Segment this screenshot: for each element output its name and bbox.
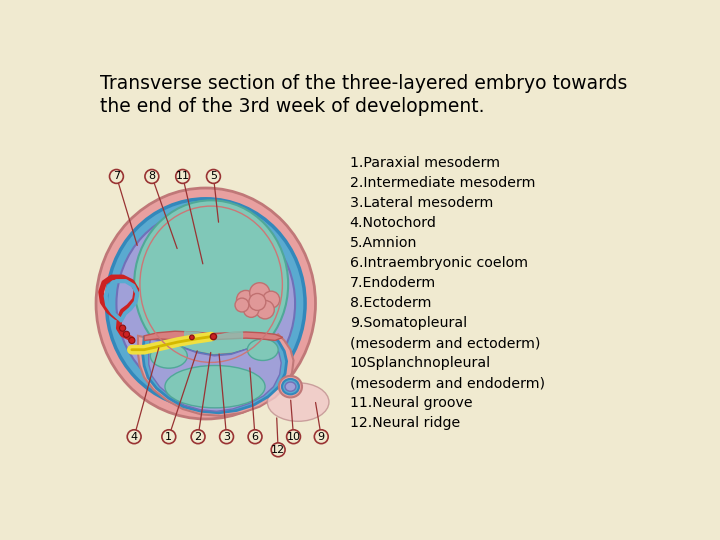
Circle shape bbox=[123, 331, 130, 338]
Circle shape bbox=[162, 430, 176, 444]
Ellipse shape bbox=[96, 188, 315, 419]
Text: 5: 5 bbox=[210, 172, 217, 181]
Circle shape bbox=[315, 430, 328, 444]
Circle shape bbox=[189, 335, 194, 340]
Circle shape bbox=[235, 298, 249, 312]
Ellipse shape bbox=[285, 382, 296, 392]
Ellipse shape bbox=[117, 209, 295, 398]
Polygon shape bbox=[138, 334, 294, 416]
Text: 6: 6 bbox=[251, 431, 258, 442]
Text: Transverse section of the three-layered embryo towards: Transverse section of the three-layered … bbox=[99, 74, 627, 93]
Circle shape bbox=[129, 338, 135, 343]
Circle shape bbox=[220, 430, 233, 444]
Polygon shape bbox=[149, 338, 282, 411]
Circle shape bbox=[120, 325, 126, 331]
Text: 10: 10 bbox=[287, 431, 300, 442]
Circle shape bbox=[256, 300, 274, 319]
Circle shape bbox=[109, 170, 123, 184]
Ellipse shape bbox=[282, 379, 299, 394]
Circle shape bbox=[207, 170, 220, 184]
Text: 1.Paraxial mesoderm
2.Intermediate mesoderm
3.Lateral mesoderm
4.Notochord
5.Amn: 1.Paraxial mesoderm 2.Intermediate mesod… bbox=[350, 156, 545, 430]
Text: 7: 7 bbox=[113, 172, 120, 181]
Polygon shape bbox=[143, 336, 287, 413]
Circle shape bbox=[248, 430, 262, 444]
Circle shape bbox=[237, 291, 255, 309]
Text: 8: 8 bbox=[148, 172, 156, 181]
Ellipse shape bbox=[165, 366, 265, 408]
Ellipse shape bbox=[279, 376, 302, 397]
Circle shape bbox=[145, 170, 159, 184]
Circle shape bbox=[249, 294, 266, 310]
Text: 1: 1 bbox=[166, 431, 172, 442]
Circle shape bbox=[243, 302, 259, 318]
Text: 9: 9 bbox=[318, 431, 325, 442]
Ellipse shape bbox=[134, 200, 288, 368]
Circle shape bbox=[191, 430, 205, 444]
Text: 3: 3 bbox=[223, 431, 230, 442]
Ellipse shape bbox=[150, 343, 187, 368]
Text: 4: 4 bbox=[130, 431, 138, 442]
Circle shape bbox=[271, 443, 285, 457]
Circle shape bbox=[250, 283, 270, 303]
Polygon shape bbox=[101, 278, 137, 339]
Circle shape bbox=[127, 430, 141, 444]
Ellipse shape bbox=[267, 383, 329, 421]
Text: the end of the 3rd week of development.: the end of the 3rd week of development. bbox=[99, 97, 484, 116]
Circle shape bbox=[287, 430, 300, 444]
Text: 12: 12 bbox=[271, 445, 285, 455]
Polygon shape bbox=[144, 331, 283, 340]
Ellipse shape bbox=[248, 339, 278, 361]
Ellipse shape bbox=[107, 199, 305, 408]
Circle shape bbox=[176, 170, 189, 184]
Text: 11: 11 bbox=[176, 172, 189, 181]
Circle shape bbox=[210, 334, 217, 340]
Text: 2: 2 bbox=[194, 431, 202, 442]
Circle shape bbox=[263, 291, 279, 308]
